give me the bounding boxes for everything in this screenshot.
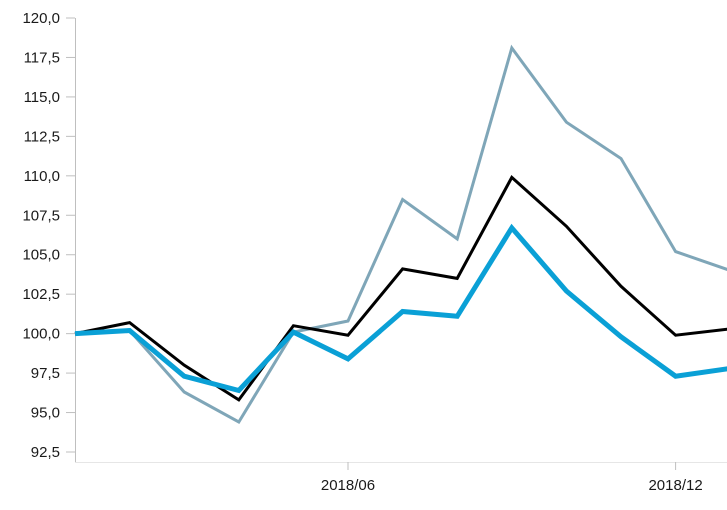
y-tick-label: 92,5	[31, 444, 60, 461]
y-axis-ticks: 92,5 95,0 97,5 100,0 102,5 105,0 107,5 110,0 112…	[22, 10, 75, 461]
y-tick-label: 100,0	[22, 326, 60, 343]
y-tick-label: 110,0	[24, 168, 60, 185]
x-tick-label: 2018/12	[648, 477, 702, 494]
y-tick-label: 102,5	[22, 286, 60, 303]
y-tick-label: 112,5	[24, 128, 60, 145]
y-tick-label: 105,0	[22, 247, 60, 264]
x-axis-ticks: 2018/06 2018/12	[321, 462, 703, 494]
series-line-3	[74, 223, 727, 394]
chart-series	[74, 44, 727, 425]
series-line-1	[74, 44, 727, 425]
y-tick-label: 115,0	[24, 89, 60, 106]
y-tick-label: 120,0	[22, 10, 60, 27]
series-line-2	[74, 175, 727, 402]
y-tick-label: 117,5	[24, 49, 60, 66]
chart-axes	[75, 18, 727, 463]
y-tick-label: 95,0	[31, 405, 60, 422]
y-tick-label: 97,5	[31, 365, 60, 382]
x-tick-label: 2018/06	[321, 477, 375, 494]
y-tick-label: 107,5	[22, 207, 60, 224]
